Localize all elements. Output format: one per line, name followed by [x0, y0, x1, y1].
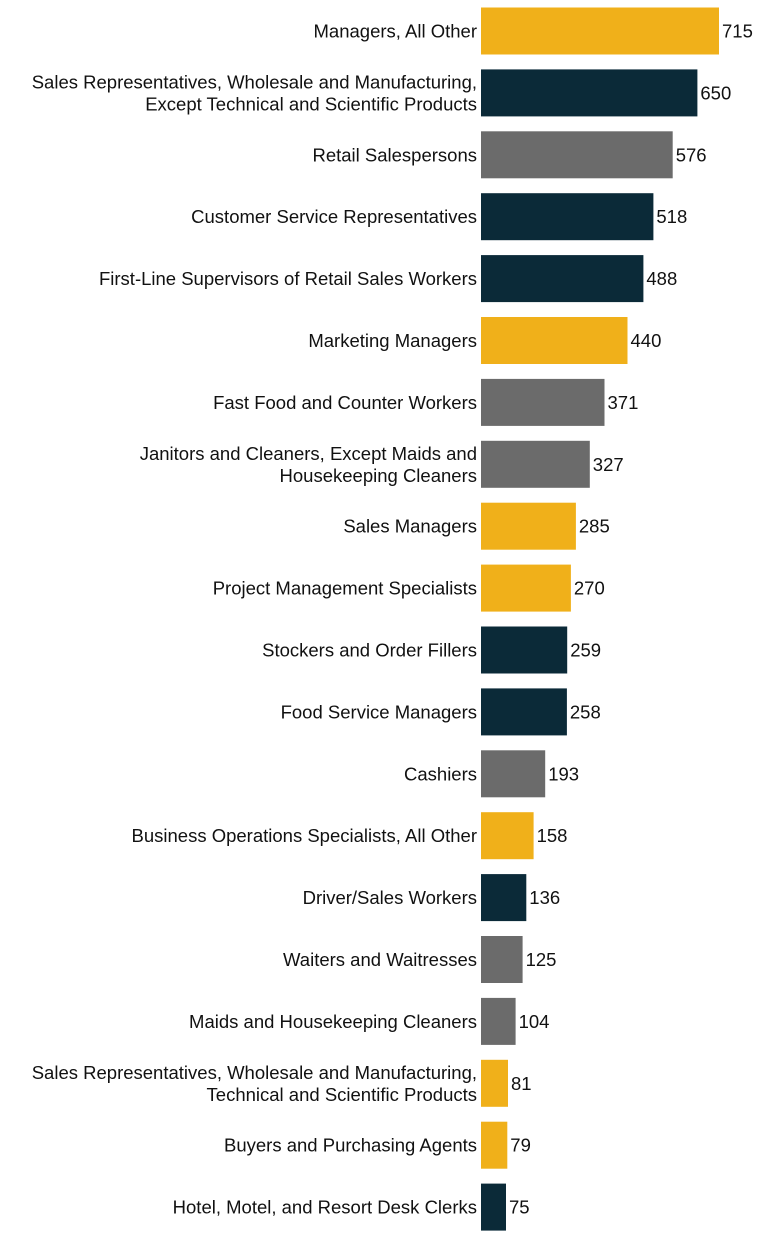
category-label: Housekeeping Cleaners	[280, 465, 477, 486]
value-label: 285	[579, 516, 610, 537]
category-label: Buyers and Purchasing Agents	[224, 1135, 477, 1156]
value-label: 488	[646, 268, 677, 289]
bar	[481, 1059, 508, 1107]
category-label: Hotel, Motel, and Resort Desk Clerks	[173, 1197, 477, 1218]
category-label: Food Service Managers	[281, 701, 477, 722]
bar	[481, 7, 719, 55]
value-label: 371	[608, 392, 639, 413]
bar	[481, 1121, 508, 1169]
bar	[481, 1183, 506, 1231]
value-label: 81	[511, 1073, 532, 1094]
value-label: 193	[548, 763, 579, 784]
category-label: Technical and Scientific Products	[207, 1084, 477, 1105]
bar	[481, 564, 571, 612]
bar	[481, 688, 567, 736]
value-label: 518	[656, 206, 687, 227]
bar	[481, 626, 568, 674]
bar	[481, 69, 698, 117]
bar	[481, 874, 527, 922]
bar	[481, 812, 534, 860]
value-label: 75	[509, 1197, 530, 1218]
category-label: Marketing Managers	[308, 330, 477, 351]
category-label: Waiters and Waitresses	[283, 949, 477, 970]
category-label: Janitors and Cleaners, Except Maids and	[140, 443, 477, 464]
value-label: 158	[537, 825, 568, 846]
category-label: Sales Representatives, Wholesale and Man…	[32, 71, 477, 92]
category-label: Managers, All Other	[314, 21, 478, 42]
value-label: 259	[570, 640, 601, 661]
bar	[481, 317, 628, 364]
category-label: Customer Service Representatives	[191, 206, 477, 227]
value-label: 327	[593, 454, 624, 475]
value-label: 270	[574, 578, 605, 599]
category-label: Project Management Specialists	[213, 578, 477, 599]
value-label: 440	[631, 330, 662, 351]
bar	[481, 936, 523, 983]
bar	[481, 750, 546, 798]
value-label: 715	[722, 21, 753, 42]
value-label: 136	[529, 887, 560, 908]
value-label: 104	[519, 1011, 550, 1032]
category-label: Cashiers	[404, 763, 477, 784]
category-label: Driver/Sales Workers	[303, 887, 477, 908]
bar	[481, 502, 576, 550]
value-label: 125	[526, 949, 557, 970]
category-label: Sales Managers	[343, 516, 477, 537]
category-label: Stockers and Order Fillers	[262, 640, 477, 661]
bar	[481, 193, 654, 241]
value-label: 258	[570, 701, 601, 722]
bar	[481, 997, 516, 1045]
category-label: Fast Food and Counter Workers	[213, 392, 477, 413]
category-label: Except Technical and Scientific Products	[145, 93, 477, 114]
value-label: 79	[510, 1135, 531, 1156]
category-label: First-Line Supervisors of Retail Sales W…	[99, 268, 477, 289]
bar	[481, 440, 590, 488]
value-label: 576	[676, 144, 707, 165]
category-label: Maids and Housekeeping Cleaners	[189, 1011, 477, 1032]
category-label: Retail Salespersons	[312, 144, 477, 165]
bar	[481, 255, 644, 303]
value-label: 650	[700, 82, 731, 103]
category-label: Sales Representatives, Wholesale and Man…	[32, 1062, 477, 1083]
bar	[481, 378, 605, 426]
category-label: Business Operations Specialists, All Oth…	[132, 825, 478, 846]
bar	[481, 131, 673, 179]
